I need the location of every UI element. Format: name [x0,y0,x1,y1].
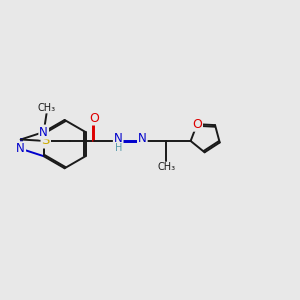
Text: O: O [89,112,99,124]
Text: N: N [138,132,147,145]
Text: H: H [115,143,122,153]
Text: CH₃: CH₃ [158,163,175,172]
Text: N: N [16,142,25,155]
Text: N: N [114,132,123,145]
Text: CH₃: CH₃ [38,103,56,112]
Text: O: O [192,118,202,131]
Text: N: N [39,125,48,139]
Text: S: S [42,134,50,148]
